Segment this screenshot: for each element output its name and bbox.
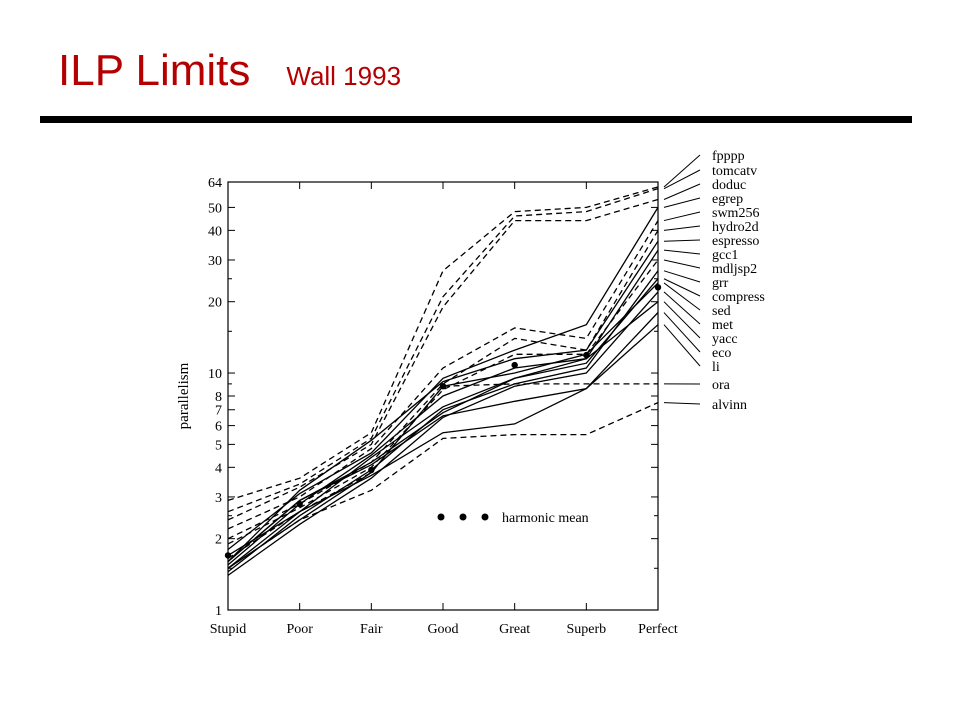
series-label: li — [712, 360, 720, 375]
series-label: gcc1 — [712, 248, 738, 263]
series-line-fpppp — [227, 186, 659, 502]
series-label: met — [712, 318, 733, 333]
harmonic-mean-point — [583, 351, 590, 359]
series-lines — [227, 186, 659, 576]
series-label: fpppp — [712, 149, 745, 164]
label-leader — [663, 211, 701, 222]
legend-marker — [481, 513, 489, 521]
series-label: egrep — [712, 192, 743, 207]
slide-title: ILP Limits Wall 1993 — [58, 46, 401, 96]
series-label: mdljsp2 — [712, 262, 757, 277]
y-tick-label: 20 — [208, 296, 222, 311]
x-tick-labels: Stupid Poor Fair Good Great Superb Perfect — [210, 622, 678, 637]
series-label: hydro2d — [712, 220, 759, 235]
label-leader — [663, 169, 701, 190]
x-tick-label: Poor — [286, 622, 313, 637]
harmonic-mean-point — [654, 284, 662, 291]
label-leader — [663, 270, 701, 283]
title-text: ILP Limits — [58, 46, 251, 95]
x-tick-label: Perfect — [638, 622, 678, 637]
label-leader — [663, 282, 701, 311]
series-label: grr — [712, 276, 729, 291]
legend-marker — [459, 513, 467, 521]
series-line-ora — [227, 383, 658, 560]
y-tick-label: 4 — [215, 461, 222, 476]
series-label: sed — [712, 304, 731, 319]
label-leader — [663, 278, 701, 297]
label-leader — [663, 197, 701, 208]
label-leader — [663, 154, 701, 188]
series-line-met — [227, 291, 659, 576]
series-label: yacc — [712, 332, 738, 347]
series-line-mdljsp2 — [227, 259, 659, 545]
series-line-swm256 — [227, 220, 659, 530]
harmonic-mean-point — [224, 552, 232, 559]
series-label: swm256 — [712, 206, 759, 221]
y-tick-label: 8 — [215, 390, 222, 405]
legend: harmonic mean — [437, 511, 589, 526]
series-label: ora — [712, 378, 731, 393]
harmonic-mean-point — [368, 466, 375, 474]
y-axis-label: parallelism — [176, 362, 192, 429]
harmonic-mean-point — [511, 361, 518, 369]
label-leader — [663, 225, 701, 231]
y-tick-label: 3 — [215, 491, 222, 506]
series-line-doduc — [227, 198, 659, 521]
label-leader — [663, 324, 701, 367]
series-label: doduc — [712, 178, 746, 193]
series-label: compress — [712, 290, 765, 305]
series-label: tomcatv — [712, 164, 757, 179]
harmonic-mean-markers — [224, 284, 662, 559]
series-line-tomcatv — [227, 187, 659, 513]
y-tick-label: 5 — [215, 438, 222, 453]
y-tick-label: 64 — [208, 176, 222, 191]
series-line-egrep — [227, 207, 659, 551]
y-tick-label: 10 — [208, 367, 222, 382]
x-tick-label: Great — [499, 622, 530, 637]
label-leader — [663, 312, 701, 353]
series-label: espresso — [712, 234, 759, 249]
y-tick-label: 40 — [208, 224, 222, 239]
series-line-grr — [227, 270, 659, 573]
x-tick-label: Good — [427, 622, 458, 637]
y-tick-label: 2 — [215, 533, 222, 548]
legend-label: harmonic mean — [502, 511, 589, 526]
label-leader — [663, 239, 701, 242]
y-tick-label: 1 — [215, 604, 222, 619]
series-label-leaders — [663, 154, 701, 405]
title-divider — [40, 116, 912, 123]
subtitle-text: Wall 1993 — [286, 61, 402, 91]
harmonic-mean-point — [296, 500, 303, 508]
label-leader — [663, 259, 701, 269]
label-leader — [663, 183, 701, 200]
label-leader — [663, 301, 701, 339]
series-label: alvinn — [712, 398, 747, 413]
series-labels: fpppptomcatvdoducegrepswm256hydro2despre… — [712, 149, 765, 413]
x-tick-label: Stupid — [210, 622, 247, 637]
y-tick-labels: 1 2 3 4 5 678 10 20 30 40 50 64 — [208, 176, 222, 619]
harmonic-mean-point — [439, 382, 447, 390]
y-tick-label: 7 — [215, 404, 222, 419]
label-leader — [663, 291, 701, 325]
x-tick-label: Superb — [566, 622, 606, 637]
y-axis-ticks — [227, 181, 659, 611]
y-tick-label: 50 — [208, 201, 222, 216]
y-tick-label: 30 — [208, 254, 222, 269]
series-line-espresso — [227, 240, 659, 563]
label-leader — [663, 249, 701, 255]
y-tick-label: 6 — [215, 420, 222, 435]
legend-marker — [437, 513, 445, 521]
label-leader — [663, 402, 701, 405]
series-label: eco — [712, 346, 731, 361]
series-line-alvinn — [227, 402, 659, 569]
x-tick-label: Fair — [360, 622, 383, 637]
